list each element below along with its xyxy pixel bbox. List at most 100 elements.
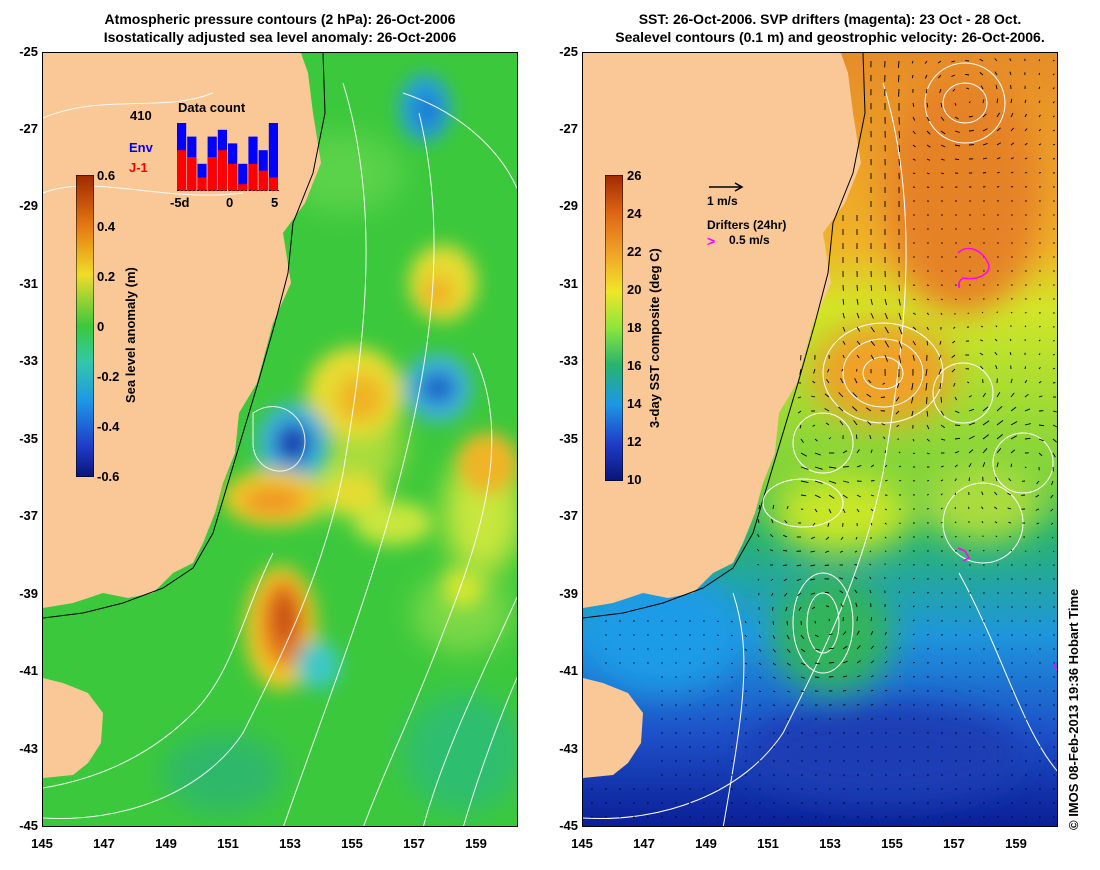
sla-tick: 0.6 (97, 168, 116, 183)
velocity-vector (856, 494, 861, 498)
sst-tick: 12 (627, 434, 642, 449)
velocity-vector (855, 536, 858, 540)
j1-bar (248, 163, 258, 191)
velocity-vector (1035, 494, 1040, 498)
velocity-vector (842, 660, 848, 664)
lon-tick: 151 (757, 836, 779, 851)
velocity-vector (954, 158, 960, 161)
velocity-vector (1052, 73, 1055, 76)
velocity-vector (912, 619, 915, 622)
velocity-vector (926, 102, 929, 108)
velocity-vector (940, 298, 943, 301)
velocity-vector (926, 410, 929, 417)
velocity-vector (772, 676, 776, 679)
velocity-vector (1050, 508, 1054, 512)
velocity-vector (825, 536, 830, 541)
lon-tick: 159 (1005, 836, 1027, 851)
lon-tick: 155 (881, 836, 903, 851)
velocity-vector (953, 326, 956, 329)
velocity-vector (898, 590, 901, 594)
velocity-vector (883, 436, 886, 440)
velocity-vector (771, 592, 774, 597)
velocity-vector (954, 396, 958, 401)
velocity-scale-label: 1 m/s (707, 194, 738, 208)
lon-tick: 147 (93, 836, 115, 851)
data-count-total: 410 (130, 108, 152, 123)
velocity-vector (940, 130, 946, 135)
velocity-vector (814, 662, 821, 665)
velocity-vector (912, 438, 915, 442)
velocity-vector (924, 60, 928, 64)
velocity-vector (880, 396, 886, 399)
sst-tick: 26 (627, 168, 642, 183)
velocity-vector (926, 144, 931, 148)
velocity-vector (856, 326, 861, 332)
velocity-vector (856, 368, 858, 372)
velocity-vector (785, 606, 788, 612)
velocity-vector (744, 662, 748, 665)
velocity-vector (994, 71, 998, 76)
velocity-vector (856, 508, 860, 513)
j1-bar (197, 177, 207, 191)
velocity-vector (1052, 353, 1055, 356)
velocity-vector (838, 392, 844, 398)
velocity-vector (1010, 171, 1014, 174)
velocity-vector (996, 112, 1000, 118)
velocity-vector (814, 620, 816, 624)
velocity-vector (1038, 367, 1041, 370)
inset-x-tick: 0 (226, 195, 234, 210)
velocity-vector (772, 620, 775, 626)
velocity-vector (996, 142, 1001, 146)
velocity-vector (982, 142, 988, 146)
sla-colorbar-label: Sea level anomaly (m) (123, 267, 138, 403)
velocity-vector (982, 434, 989, 440)
velocity-vector (940, 465, 944, 468)
velocity-vector (827, 368, 830, 373)
velocity-vector (981, 491, 984, 496)
lat-tick: -33 (559, 353, 578, 368)
velocity-vector (852, 392, 858, 398)
velocity-vector (952, 88, 956, 92)
velocity-vector (842, 508, 846, 514)
velocity-vector (869, 434, 872, 440)
j1-bar (228, 163, 238, 191)
velocity-vector (951, 368, 956, 373)
data-count-title: Data count (178, 100, 246, 115)
velocity-vector (797, 592, 802, 597)
velocity-vector (758, 676, 762, 679)
velocity-vector (884, 326, 889, 334)
velocity-vector (1010, 98, 1013, 104)
velocity-vector (870, 616, 873, 622)
velocity-vector (856, 645, 861, 650)
velocity-vector (771, 519, 774, 524)
velocity-vector (898, 604, 901, 608)
velocity-vector (825, 605, 830, 608)
velocity-vector (744, 620, 747, 624)
velocity-vector (940, 312, 943, 316)
sst-tick: 16 (627, 358, 642, 373)
velocity-vector (924, 74, 928, 79)
sst-tick: 18 (627, 320, 642, 335)
velocity-vector (814, 452, 821, 456)
velocity-vector (800, 662, 806, 666)
velocity-vector (1024, 142, 1028, 146)
velocity-vector (884, 617, 887, 622)
velocity-vector (896, 382, 900, 389)
velocity-vector (926, 452, 930, 455)
velocity-vector (1009, 352, 1012, 356)
velocity-vector (911, 410, 914, 417)
sla-colorbar (76, 175, 94, 477)
velocity-vector (814, 494, 821, 499)
velocity-vector (870, 464, 875, 468)
velocity-vector (954, 450, 960, 454)
velocity-vector (926, 130, 931, 135)
velocity-vector (841, 368, 844, 372)
mainland-australia (583, 53, 861, 608)
velocity-vector (1035, 508, 1040, 511)
velocity-vector (869, 589, 872, 594)
velocity-vector (812, 380, 816, 384)
lat-tick: -35 (19, 431, 38, 446)
velocity-vector (912, 158, 916, 161)
velocity-vector (968, 435, 975, 440)
sst-colorbar-label: 3-day SST composite (deg C) (647, 248, 662, 428)
